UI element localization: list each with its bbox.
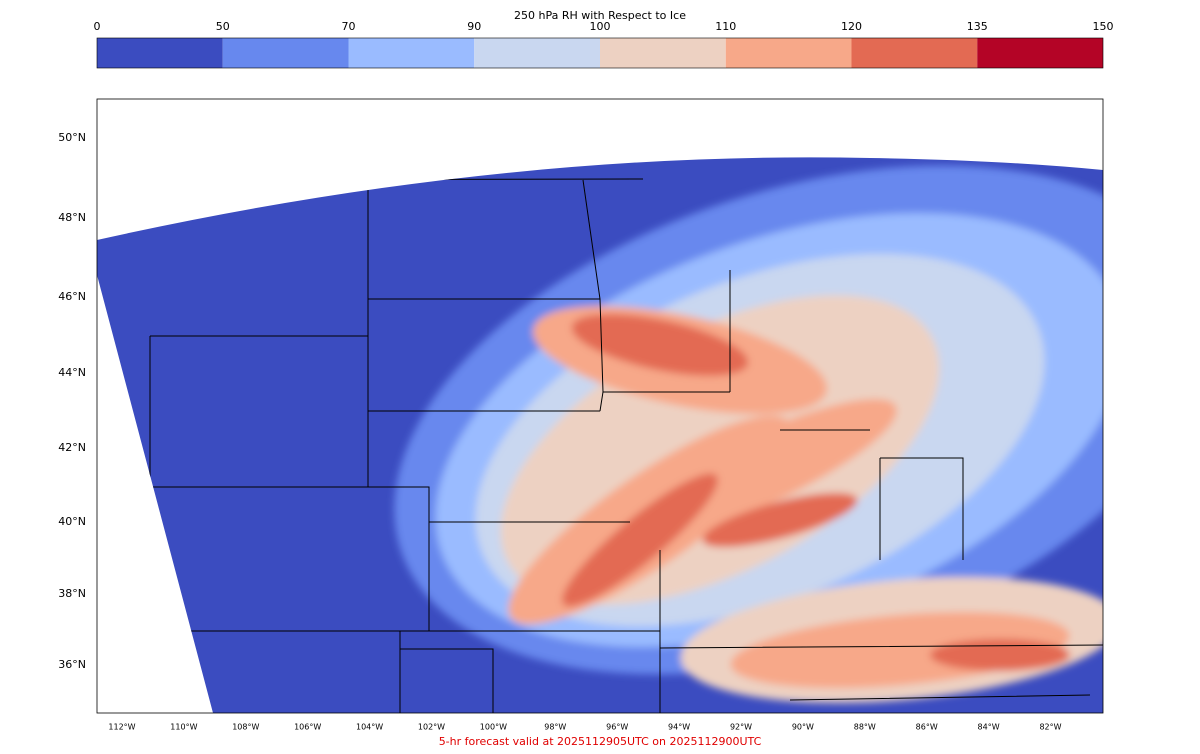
longitude-label: 104°W	[356, 723, 383, 732]
colorbar-tick-label: 135	[967, 20, 988, 33]
colorbar-segment	[474, 38, 600, 68]
field-contour	[562, 473, 718, 607]
colorbar-segment	[222, 38, 349, 68]
latitude-label: 36°N	[58, 658, 86, 671]
colorbar-tick-label: 90	[467, 20, 481, 33]
map-frame	[96, 98, 1104, 714]
latitude-label: 48°N	[58, 211, 86, 224]
forecast-footer: 5-hr forecast valid at 2025112905UTC on …	[439, 735, 762, 748]
longitude-label: 102°W	[418, 723, 445, 732]
colorbar: 0 50 70 90 100 110 120 135 150	[94, 20, 1114, 69]
colorbar-tick-label: 50	[216, 20, 230, 33]
colorbar-segment	[348, 38, 475, 68]
map	[96, 98, 1104, 714]
field-contour	[930, 639, 1070, 671]
longitude-label: 98°W	[544, 723, 566, 732]
field-contour	[571, 314, 749, 376]
colorbar-segment	[851, 38, 978, 68]
colorbar-tick-label: 0	[94, 20, 101, 33]
colorbar-segment	[600, 38, 726, 68]
latitude-label: 46°N	[58, 290, 86, 303]
longitude-label: 106°W	[294, 723, 321, 732]
longitude-label: 90°W	[792, 723, 814, 732]
colorbar-segment	[97, 38, 223, 68]
colorbar-title: 250 hPa RH with Respect to Ice	[514, 9, 686, 22]
longitude-labels: 112°W 110°W 108°W 106°W 104°W 102°W 100°W 98°W 9…	[108, 723, 1061, 732]
colorbar-segment	[977, 38, 1103, 68]
longitude-label: 94°W	[668, 723, 690, 732]
colorbar-tick-label: 70	[342, 20, 356, 33]
colorbar-tick-label: 120	[841, 20, 862, 33]
latitude-label: 42°N	[58, 441, 86, 454]
latitude-label: 40°N	[58, 515, 86, 528]
latitude-labels: 50°N 48°N 46°N 44°N 42°N 40°N 38°N 36°N	[58, 131, 86, 671]
latitude-label: 44°N	[58, 366, 86, 379]
field-contour	[702, 492, 858, 548]
longitude-label: 108°W	[232, 723, 259, 732]
longitude-label: 88°W	[854, 723, 876, 732]
longitude-label: 82°W	[1039, 723, 1061, 732]
longitude-label: 96°W	[606, 723, 628, 732]
longitude-label: 110°W	[170, 723, 197, 732]
colorbar-frame	[96, 37, 1104, 69]
longitude-label: 112°W	[108, 723, 135, 732]
longitude-label: 92°W	[730, 723, 752, 732]
latitude-label: 38°N	[58, 587, 86, 600]
colorbar-tick-label: 100	[590, 20, 611, 33]
longitude-label: 100°W	[480, 723, 507, 732]
colorbar-tick-label: 150	[1093, 20, 1114, 33]
rh-field	[97, 157, 1103, 713]
colorbar-segment	[725, 38, 852, 68]
latitude-label: 50°N	[58, 131, 86, 144]
longitude-label: 84°W	[978, 723, 1000, 732]
colorbar-tick-label: 110	[715, 20, 736, 33]
longitude-label: 86°W	[916, 723, 938, 732]
